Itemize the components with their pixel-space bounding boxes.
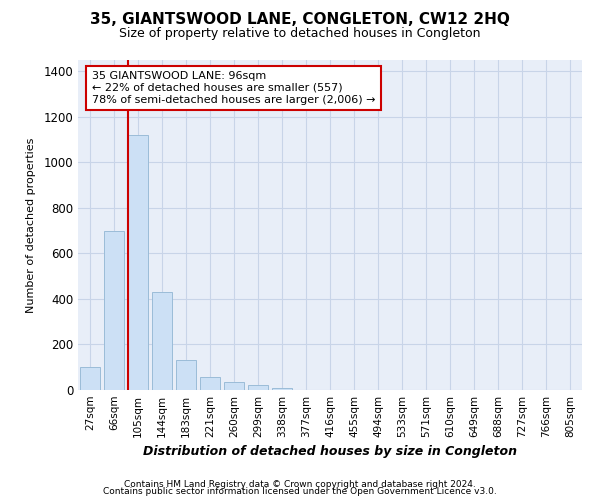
- Text: Contains HM Land Registry data © Crown copyright and database right 2024.: Contains HM Land Registry data © Crown c…: [124, 480, 476, 489]
- Bar: [128, 135, 148, 390]
- Text: 35 GIANTSWOOD LANE: 96sqm
← 22% of detached houses are smaller (557)
78% of semi: 35 GIANTSWOOD LANE: 96sqm ← 22% of detac…: [92, 72, 376, 104]
- Bar: [176, 360, 196, 390]
- Bar: [152, 292, 172, 390]
- X-axis label: Distribution of detached houses by size in Congleton: Distribution of detached houses by size …: [143, 446, 517, 458]
- Text: 35, GIANTSWOOD LANE, CONGLETON, CW12 2HQ: 35, GIANTSWOOD LANE, CONGLETON, CW12 2HQ: [90, 12, 510, 28]
- Text: Contains public sector information licensed under the Open Government Licence v3: Contains public sector information licen…: [103, 487, 497, 496]
- Bar: [224, 382, 244, 390]
- Bar: [248, 386, 268, 390]
- Bar: [200, 378, 220, 390]
- Bar: [272, 388, 292, 390]
- Bar: [80, 367, 100, 390]
- Bar: [104, 230, 124, 390]
- Y-axis label: Number of detached properties: Number of detached properties: [26, 138, 37, 312]
- Text: Size of property relative to detached houses in Congleton: Size of property relative to detached ho…: [119, 28, 481, 40]
